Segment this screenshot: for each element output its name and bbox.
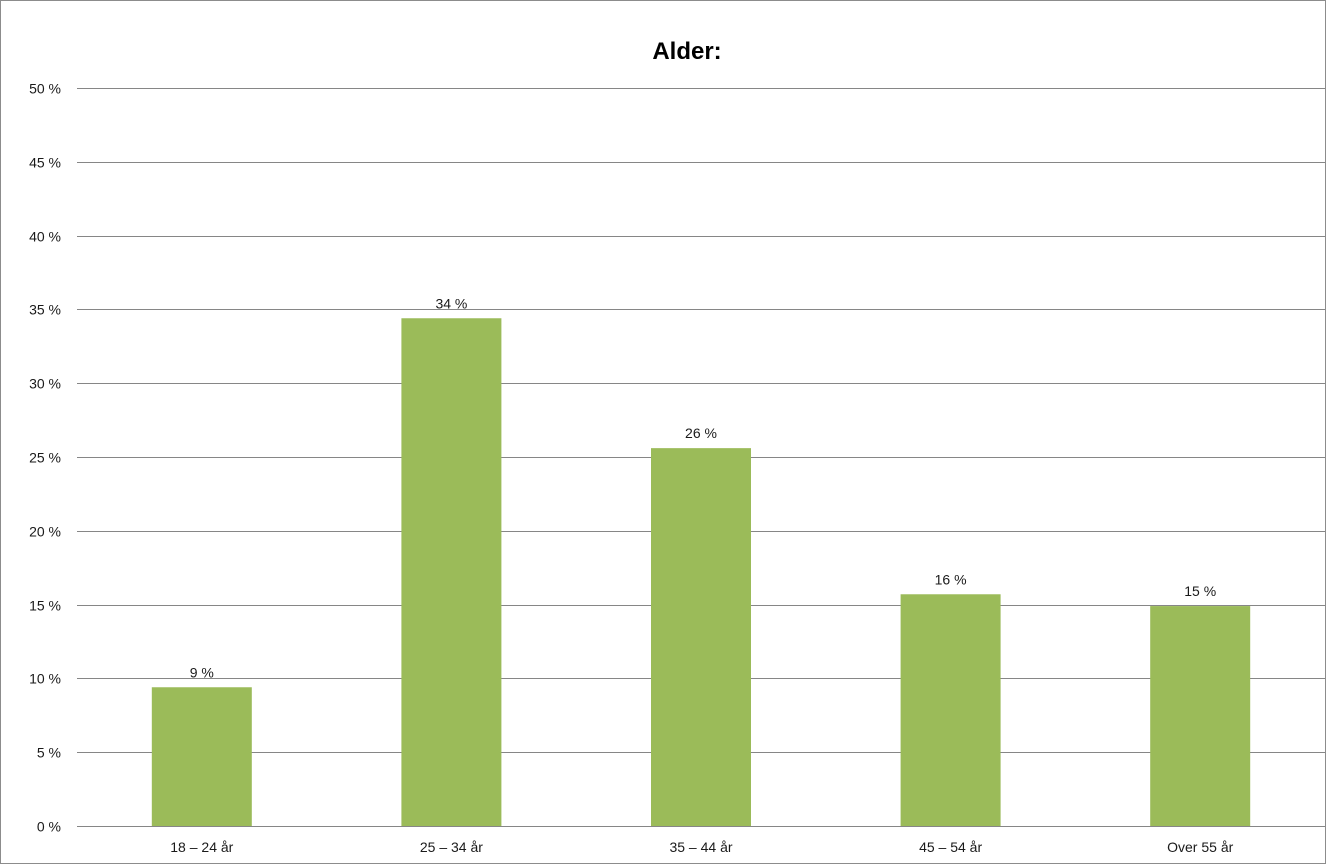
y-tick-label: 20 %	[29, 524, 61, 540]
y-tick-label: 40 %	[29, 229, 61, 245]
data-labels: 9 % 34 % 26 % 16 % 15 %	[190, 295, 1216, 680]
y-tick-label: 10 %	[29, 671, 61, 687]
x-tick-label: Over 55 år	[1167, 839, 1233, 855]
x-axis-tick-labels: 18 – 24 år 25 – 34 år 35 – 44 år 45 – 54 år…	[170, 839, 1233, 855]
data-label: 26 %	[685, 425, 717, 441]
bar	[151, 687, 252, 826]
bar	[401, 318, 502, 826]
x-tick-label: 18 – 24 år	[170, 839, 233, 855]
y-axis-tick-labels: 0 % 5 % 10 % 15 % 20 % 25 % 30 % 35 % 40 % 45 % 50…	[29, 81, 61, 835]
data-label: 16 %	[935, 571, 967, 587]
y-tick-label: 25 %	[29, 450, 61, 466]
data-label: 9 %	[190, 664, 214, 680]
y-tick-label: 5 %	[37, 745, 61, 761]
data-label: 15 %	[1184, 583, 1216, 599]
y-tick-label: 45 %	[29, 155, 61, 171]
x-tick-label: 45 – 54 år	[919, 839, 982, 855]
y-tick-label: 35 %	[29, 302, 61, 318]
chart-title: Alder:	[652, 38, 721, 65]
x-tick-label: 25 – 34 år	[420, 839, 483, 855]
y-tick-label: 30 %	[29, 376, 61, 392]
bar	[1150, 606, 1251, 826]
bar	[900, 594, 1001, 826]
y-tick-label: 50 %	[29, 81, 61, 97]
data-label: 34 %	[435, 295, 467, 311]
x-tick-label: 35 – 44 år	[669, 839, 732, 855]
y-tick-label: 15 %	[29, 598, 61, 614]
y-tick-label: 0 %	[37, 819, 61, 835]
bar	[651, 448, 751, 826]
bars	[151, 318, 1251, 826]
